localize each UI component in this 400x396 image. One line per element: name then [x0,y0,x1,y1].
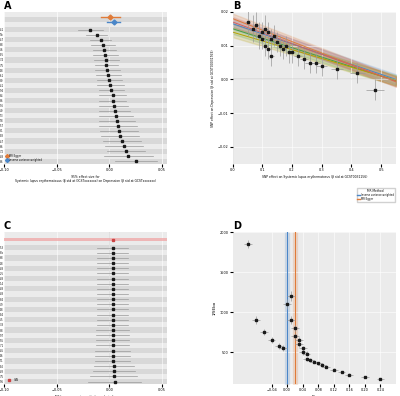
X-axis label: Bo: Bo [312,395,317,396]
Bar [0,297,400,302]
Bar [0,358,400,364]
Bar [0,32,400,37]
Bar [0,250,400,255]
Bar [0,133,400,139]
Text: C: C [4,221,11,231]
Bar [0,374,400,379]
Bar [0,327,400,333]
Bar [0,72,400,78]
X-axis label: SNP effect on Systemic lupus erythematosus (β std at GCST0031156): SNP effect on Systemic lupus erythematos… [262,175,367,179]
Y-axis label: 1/SEbo: 1/SEbo [213,301,217,315]
Bar [0,364,400,369]
Bar [0,240,400,245]
Y-axis label: SNP effect on Depression (β std at GCST00031769): SNP effect on Depression (β std at GCST0… [211,49,215,127]
Bar [0,128,400,133]
Bar [0,63,400,68]
Bar [0,78,400,83]
Bar [0,255,400,261]
Bar [0,68,400,72]
Legend: MR Egger, Inverse variance weighted: MR Egger, Inverse variance weighted [5,153,42,163]
Bar [0,245,400,250]
Bar [0,123,400,128]
Bar [0,22,400,27]
Bar [0,159,400,164]
Bar [0,118,400,123]
Bar [0,281,400,286]
Bar [0,302,400,307]
Bar [0,88,400,93]
Bar [0,307,400,312]
Bar [0,52,400,57]
Bar [0,312,400,317]
Bar [0,27,400,32]
X-axis label: 95% effect size for
Systemic lupus erythematosus (β std at GCSTxxxxxxx) on Depre: 95% effect size for Systemic lupus eryth… [15,175,156,183]
Bar [0,379,400,384]
Text: D: D [233,221,241,231]
Bar [0,348,400,353]
Legend: Inverse variance weighted, MR Egger: Inverse variance weighted, MR Egger [356,188,395,202]
Bar [0,261,400,266]
Bar [0,103,400,108]
Bar [0,291,400,297]
Bar [0,48,400,52]
Bar [0,98,400,103]
Text: B: B [233,1,240,11]
Bar [0,333,400,338]
Bar [0,42,400,48]
Bar [0,108,400,113]
Legend: IVW: IVW [5,377,19,383]
Bar [0,93,400,98]
Text: A: A [4,1,12,11]
Bar [0,286,400,291]
Bar [0,113,400,118]
Bar [0,154,400,159]
Bar [0,317,400,322]
Bar [0,57,400,63]
Bar [0,144,400,148]
Bar [0,343,400,348]
Bar [0,148,400,154]
Bar [0,276,400,281]
Bar [0,369,400,374]
X-axis label: MR leave-one-out sensitivity analysis for
Systemic lupus erythematosus (β std at: MR leave-one-out sensitivity analysis fo… [15,395,156,396]
Bar [0,353,400,358]
Bar [0,338,400,343]
Bar [0,139,400,144]
Bar [0,322,400,327]
Bar [0,17,400,22]
Bar [0,266,400,271]
Bar [0,37,400,42]
Bar [0,83,400,88]
Bar [4,238,221,242]
Bar [0,271,400,276]
